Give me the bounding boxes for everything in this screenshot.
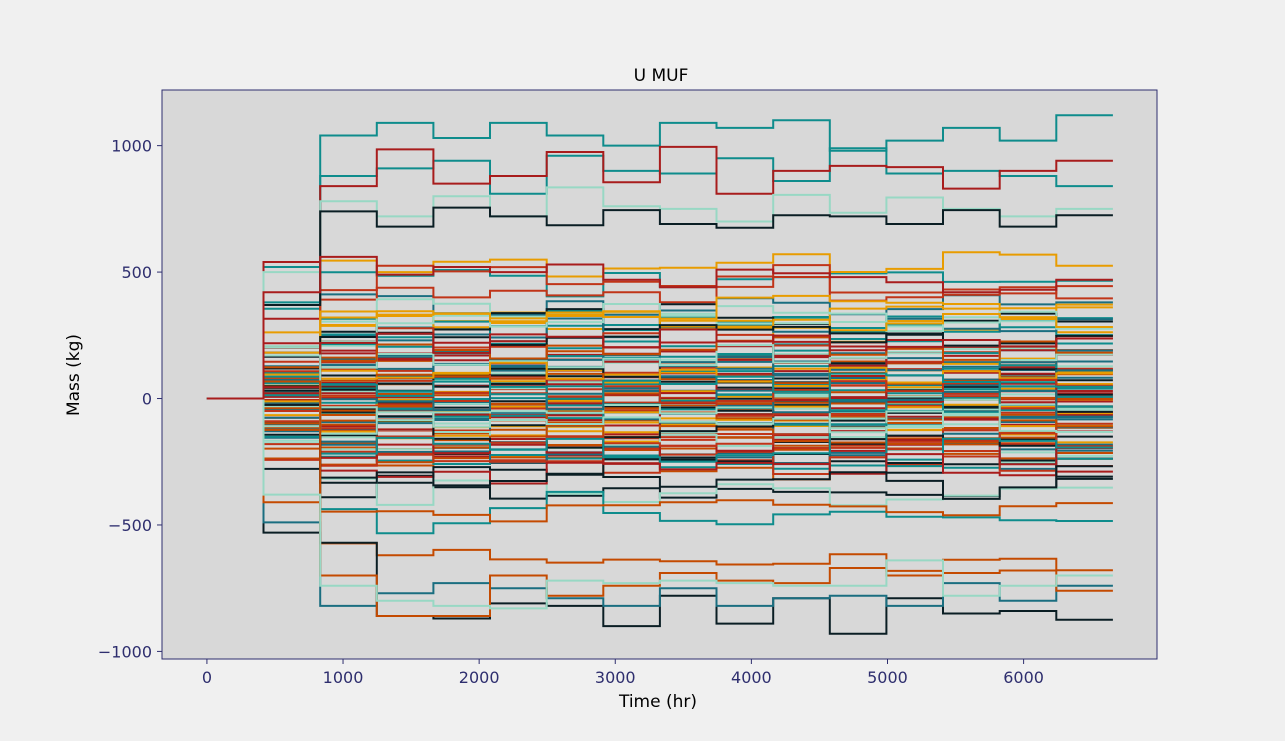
y-tick-label: 500 [121, 263, 152, 282]
y-axis-label: Mass (kg) [64, 334, 84, 416]
x-axis-label: Time (hr) [618, 692, 697, 712]
series-line-72 [206, 390, 1113, 535]
series-line-h9 [206, 255, 1113, 400]
series-line-93 [206, 389, 1113, 500]
x-tick-label: 0 [202, 668, 212, 687]
series-line-99 [206, 380, 1113, 523]
series-line-97 [206, 328, 1113, 400]
series-line-h5 [206, 397, 1113, 635]
x-tick-label: 3000 [595, 668, 636, 687]
x-tick-label: 5000 [867, 668, 908, 687]
series-line-96 [206, 372, 1113, 400]
x-tick-label: 1000 [323, 668, 364, 687]
y-tick-label: −1000 [98, 642, 152, 661]
plot-frame [161, 89, 1158, 660]
x-tick-label: 4000 [731, 668, 772, 687]
series-group [206, 114, 1113, 635]
series-line-92 [206, 361, 1113, 417]
series-line-h2 [206, 145, 1113, 400]
y-tick-label: −500 [108, 516, 152, 535]
y-tick-label: 1000 [111, 137, 152, 156]
series-line-98 [206, 354, 1113, 435]
x-axis: 0 1000 2000 3000 4000 5000 6000 [202, 659, 1044, 687]
series-line-91 [206, 336, 1113, 431]
y-tick-label: 0 [142, 390, 152, 409]
series-line-h4 [206, 206, 1113, 400]
series-line-h3 [206, 186, 1113, 400]
chart-title: U MUF [634, 66, 689, 86]
series-line-h0 [206, 114, 1113, 400]
series-line-h8 [206, 397, 1113, 610]
series-line-84 [206, 294, 1113, 400]
x-tick-label: 6000 [1003, 668, 1044, 687]
x-tick-label: 2000 [459, 668, 500, 687]
y-axis: 1000 500 0 −500 −1000 [98, 137, 162, 661]
series-line-88 [206, 382, 1113, 463]
